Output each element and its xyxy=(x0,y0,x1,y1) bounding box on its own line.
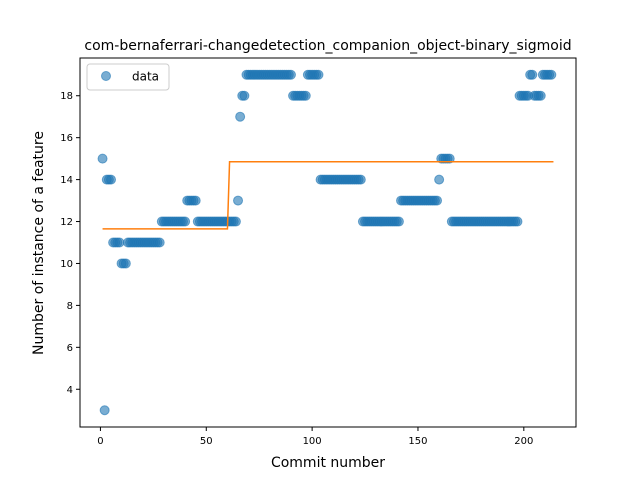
legend-frame xyxy=(86,63,170,91)
data-point xyxy=(355,174,366,185)
data-point xyxy=(190,195,201,206)
data-point xyxy=(512,216,523,227)
x-tick-label: 200 xyxy=(514,436,533,447)
legend: data xyxy=(86,63,170,91)
chart-title: com-bernaferrari-changedetection_compani… xyxy=(84,38,571,54)
plot-area xyxy=(79,57,577,428)
axes-frame xyxy=(79,57,577,428)
fit-line xyxy=(102,161,554,230)
data-point xyxy=(97,153,108,164)
data-point xyxy=(434,174,445,185)
x-tick-label: 150 xyxy=(408,436,427,447)
data-point xyxy=(285,69,296,80)
data-point xyxy=(235,111,246,122)
data-point xyxy=(106,174,117,185)
data-point xyxy=(114,237,125,248)
data-point xyxy=(546,69,557,80)
data-point xyxy=(300,90,311,101)
data-point xyxy=(99,405,110,416)
data-point xyxy=(154,237,165,248)
y-axis-ticks: 4 6 8 10 12 14 16 18 xyxy=(60,91,80,396)
data-point xyxy=(180,216,191,227)
x-axis-ticks: 0 50 100 150 200 xyxy=(97,427,533,447)
legend-label-data: data xyxy=(132,70,159,84)
data-point xyxy=(239,90,250,101)
y-axis-label: Number of instance of a feature xyxy=(31,131,47,355)
data-point xyxy=(444,153,455,164)
legend-marker-data xyxy=(101,71,111,81)
x-tick-label: 100 xyxy=(303,436,322,447)
data-point xyxy=(230,216,241,227)
y-tick-label: 14 xyxy=(60,175,73,186)
y-tick-label: 16 xyxy=(60,133,73,144)
y-tick-label: 10 xyxy=(60,259,73,270)
x-tick-label: 0 xyxy=(97,436,103,447)
y-tick-label: 6 xyxy=(67,343,73,354)
y-tick-label: 4 xyxy=(67,385,73,396)
y-tick-label: 18 xyxy=(60,91,73,102)
data-point xyxy=(120,258,131,269)
data-point xyxy=(432,195,443,206)
data-point xyxy=(233,195,244,206)
data-point xyxy=(393,216,404,227)
y-tick-label: 12 xyxy=(60,217,73,228)
data-point xyxy=(535,90,546,101)
data-point xyxy=(313,69,324,80)
y-tick-label: 8 xyxy=(67,301,73,312)
data-point xyxy=(527,69,538,80)
x-axis-label: Commit number xyxy=(271,455,385,471)
x-tick-label: 50 xyxy=(200,436,213,447)
